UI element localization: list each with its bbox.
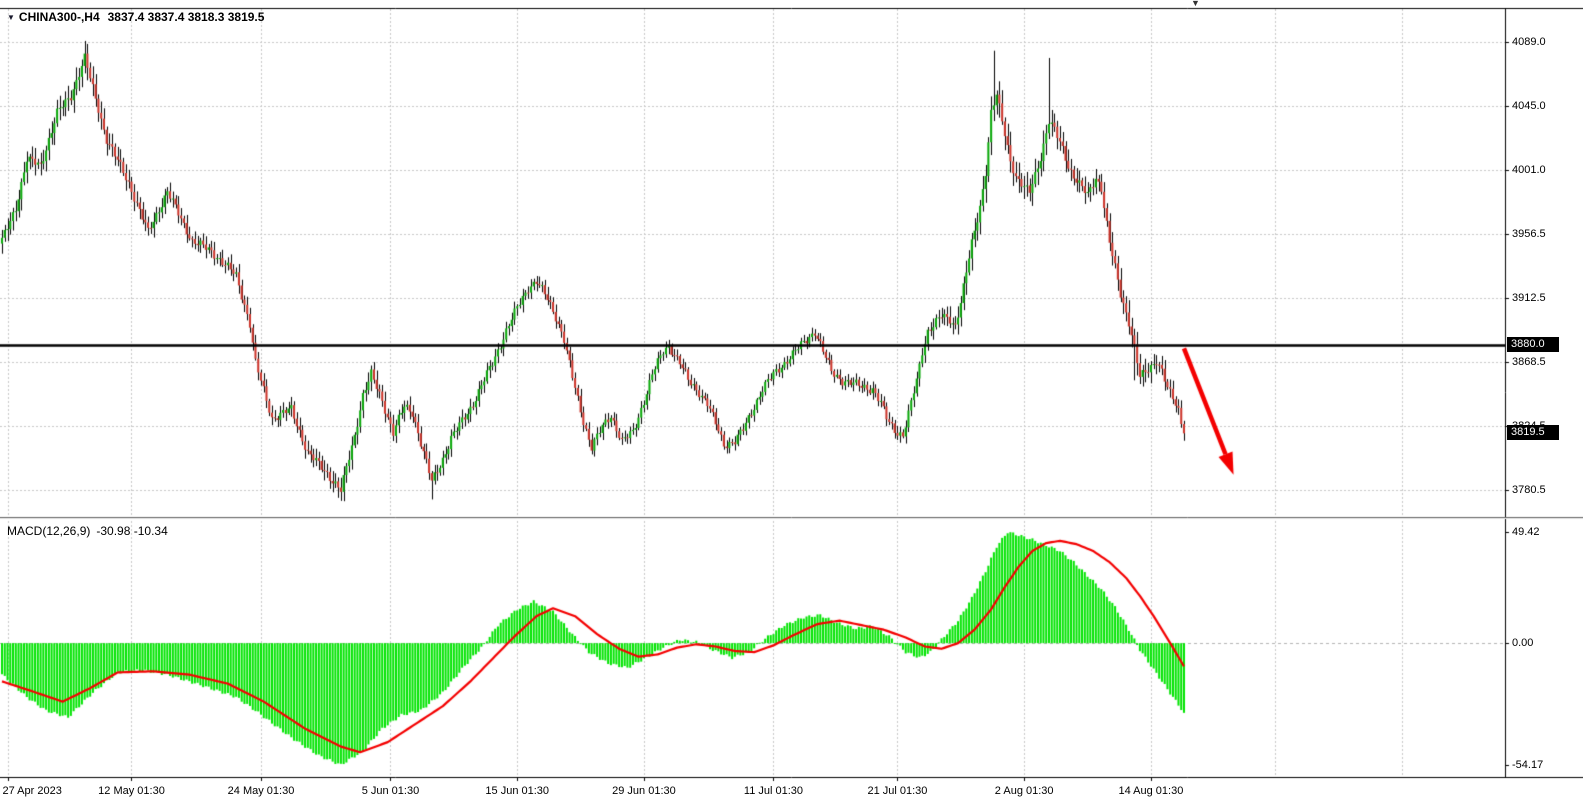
ohlc-values: 3837.4 3837.4 3818.3 3819.5 (107, 10, 265, 24)
current-price-tag: 3819.5 (1507, 425, 1559, 441)
pane-divider[interactable] (0, 515, 1583, 521)
time-tick-label: 29 Jun 01:30 (612, 785, 676, 797)
macd-tick-label: 0.00 (1512, 637, 1534, 650)
price-tick-label: 3956.5 (1512, 228, 1546, 241)
time-tick-label: 21 Jul 01:30 (867, 785, 928, 797)
price-tick-label: 3868.5 (1512, 356, 1546, 369)
symbol-marker-icon: ▼ (7, 13, 15, 22)
price-tick-label: 3780.5 (1512, 483, 1546, 496)
time-tick-label: 14 Aug 01:30 (1118, 785, 1184, 797)
time-tick-label: 24 May 01:30 (227, 785, 295, 797)
macd-name: MACD(12,26,9) (7, 524, 91, 538)
time-tick-label: 15 Jun 01:30 (485, 785, 550, 797)
level-price-tag: 3880.0 (1507, 337, 1559, 353)
time-axis[interactable]: 27 Apr 2023 12 May 01:30 24 May 01:30 5 Jun… (0, 778, 1583, 811)
symbol-ohlc-label: ▼ CHINA300-,H4 3837.4 3837.4 3818.3 3819.5 (7, 10, 264, 24)
time-tick-label: 27 Apr 2023 (2, 785, 62, 797)
time-tick-label: 11 Jul 01:30 (743, 785, 804, 797)
time-tick-label: 12 May 01:30 (98, 785, 165, 797)
price-tick-label: 4089.0 (1512, 35, 1546, 48)
time-tick-label: 5 Jun 01:30 (361, 785, 420, 797)
macd-axis[interactable]: 49.42 0.00 -54.17 (1506, 519, 1583, 777)
price-tick-label: 4001.0 (1512, 163, 1546, 176)
time-tick-label: 2 Aug 01:30 (994, 785, 1054, 797)
price-tick-label: 3912.5 (1512, 292, 1546, 305)
macd-values: -30.98 -10.34 (96, 524, 168, 538)
macd-tick-label: -54.17 (1512, 759, 1544, 771)
macd-indicator-label: MACD(12,26,9) -30.98 -10.34 (7, 524, 168, 538)
macd-tick-label: 49.42 (1512, 526, 1540, 538)
symbol-title: CHINA300-,H4 (18, 10, 100, 24)
price-tick-label: 4045.0 (1512, 99, 1546, 112)
price-axis[interactable]: 4089.04045.04001.03956.53912.53868.53824… (1506, 8, 1583, 517)
chart-shift-marker-icon[interactable]: ▼ (1191, 0, 1200, 8)
